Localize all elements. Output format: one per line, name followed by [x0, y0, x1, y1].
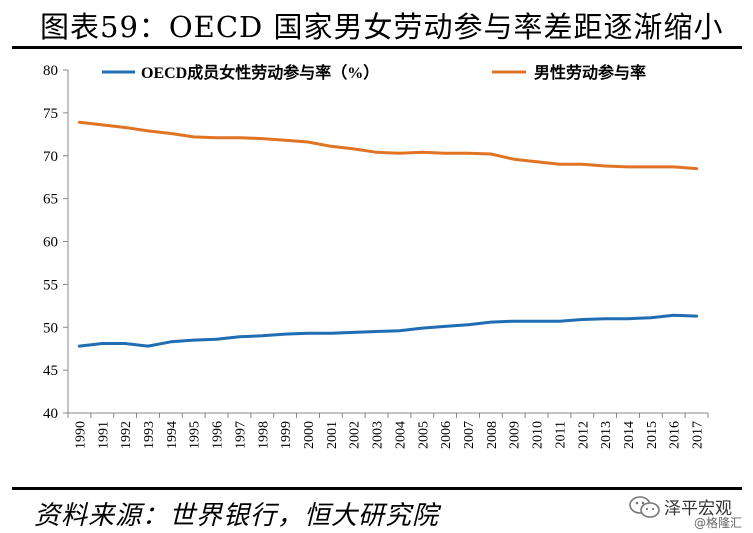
wechat-icon: [629, 496, 660, 518]
x-tick-label: 2016: [668, 421, 683, 449]
watermark-name: 泽平宏观: [664, 499, 732, 519]
legend-label: 男性劳动参与率: [534, 63, 646, 82]
y-tick-label: 80: [43, 63, 58, 79]
series-line-male: [77, 120, 699, 171]
x-tick-label: 2013: [599, 421, 614, 449]
y-tick-label: 40: [43, 406, 58, 422]
x-tick-label: 2003: [371, 421, 386, 449]
x-tick-label: 1999: [279, 421, 294, 449]
watermark: 泽平宏观 @格隆汇: [628, 492, 748, 530]
x-tick-label: 1994: [165, 421, 180, 449]
y-tick-label: 60: [43, 235, 58, 251]
x-tick-label: 1993: [142, 421, 157, 449]
x-tick-label: 2007: [462, 421, 477, 449]
x-tick-label: 2014: [622, 421, 637, 449]
x-tick-label: 1990: [73, 421, 88, 449]
y-tick-label: 70: [43, 149, 58, 165]
x-tick-label: 2004: [393, 421, 408, 449]
y-tick-label: 50: [43, 320, 58, 336]
y-axis-ticks: 40 45 50 55 60 65 70 75 80: [43, 63, 68, 422]
x-tick-label: 2010: [531, 421, 546, 449]
x-tick-label: 2005: [416, 421, 431, 449]
x-tick-label: 1997: [233, 421, 248, 449]
y-tick-label: 75: [43, 106, 58, 122]
x-tick-label: 2001: [325, 421, 340, 449]
watermark-sub: @格隆汇: [694, 516, 743, 530]
x-tick-label: 2006: [439, 421, 454, 449]
y-tick-label: 65: [43, 192, 58, 208]
chart-axes: [67, 70, 708, 414]
chart-title: 图表59：OECD 国家男女劳动参与率差距逐渐缩小: [40, 10, 724, 44]
x-axis-ticks: 1990 1991 1992 1993 1994 1995 1996 1997 1998 1999…: [67, 413, 709, 449]
x-tick-label: 1992: [119, 421, 134, 449]
x-tick-label: 1996: [211, 421, 226, 449]
x-tick-label: 2000: [302, 421, 317, 449]
y-tick-label: 55: [43, 277, 58, 293]
x-tick-label: 2012: [576, 421, 591, 449]
x-tick-label: 2015: [645, 421, 660, 449]
x-tick-label: 2017: [691, 421, 706, 449]
title-divider: [12, 46, 742, 49]
x-tick-label: 1991: [96, 421, 111, 449]
legend: OECD成员女性劳动参与率（%） 男性劳动参与率: [102, 63, 646, 82]
legend-label: OECD成员女性劳动参与率（%）: [141, 63, 379, 82]
footer-divider: [12, 487, 742, 490]
series-line-female: [77, 313, 699, 348]
x-tick-label: 2009: [508, 421, 523, 449]
x-tick-label: 1995: [188, 421, 203, 449]
source-note: 资料来源：世界银行，恒大研究院: [34, 501, 440, 531]
x-tick-label: 2002: [348, 421, 363, 449]
x-tick-label: 2011: [553, 421, 568, 448]
x-tick-label: 2008: [485, 421, 500, 449]
y-tick-label: 45: [43, 363, 58, 379]
series-lines: [77, 120, 699, 348]
x-tick-label: 1998: [256, 421, 271, 449]
